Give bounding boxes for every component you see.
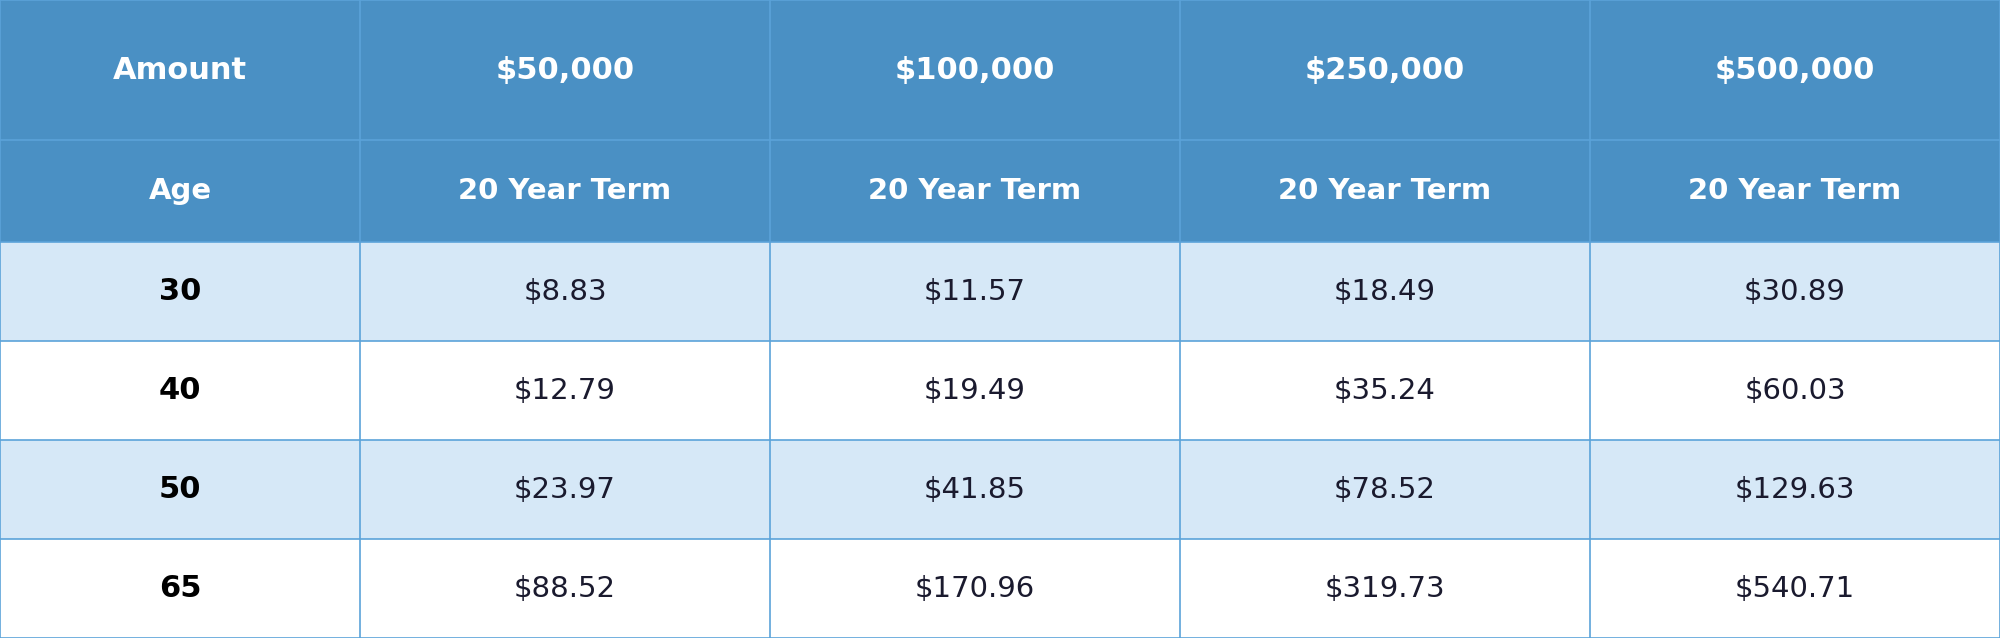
Bar	[1590, 440, 2000, 539]
Text: 30: 30	[158, 278, 202, 306]
Bar	[0, 341, 360, 440]
Bar	[0, 539, 360, 638]
Text: $50,000: $50,000	[496, 56, 634, 85]
Text: $60.03: $60.03	[1744, 377, 1846, 404]
Bar	[770, 440, 1180, 539]
Text: $41.85: $41.85	[924, 476, 1026, 503]
Text: $18.49: $18.49	[1334, 278, 1436, 306]
Bar	[770, 539, 1180, 638]
Text: 20 Year Term: 20 Year Term	[1278, 177, 1492, 205]
Bar	[360, 140, 770, 242]
Bar	[1180, 341, 1590, 440]
Bar	[360, 341, 770, 440]
Text: Amount: Amount	[112, 56, 248, 85]
Text: 20 Year Term: 20 Year Term	[868, 177, 1082, 205]
Bar	[770, 140, 1180, 242]
Bar	[1590, 242, 2000, 341]
Bar	[1590, 539, 2000, 638]
Bar	[1590, 140, 2000, 242]
Bar	[360, 242, 770, 341]
Text: $78.52: $78.52	[1334, 476, 1436, 503]
Bar	[1180, 140, 1590, 242]
Bar	[770, 0, 1180, 140]
Bar	[770, 341, 1180, 440]
Text: 20 Year Term: 20 Year Term	[1688, 177, 1902, 205]
Text: $170.96: $170.96	[914, 575, 1036, 602]
Bar	[0, 242, 360, 341]
Text: $12.79: $12.79	[514, 377, 616, 404]
Text: $250,000: $250,000	[1304, 56, 1466, 85]
Text: $500,000: $500,000	[1714, 56, 1876, 85]
Bar	[1590, 341, 2000, 440]
Text: $11.57: $11.57	[924, 278, 1026, 306]
Bar	[1180, 440, 1590, 539]
Text: $30.89: $30.89	[1744, 278, 1846, 306]
Text: 20 Year Term: 20 Year Term	[458, 177, 672, 205]
Text: $540.71: $540.71	[1734, 575, 1856, 602]
Text: 40: 40	[158, 376, 202, 405]
Text: $129.63: $129.63	[1734, 476, 1856, 503]
Text: $19.49: $19.49	[924, 377, 1026, 404]
Bar	[1180, 242, 1590, 341]
Text: $100,000: $100,000	[894, 56, 1056, 85]
Bar	[360, 440, 770, 539]
Text: 50: 50	[158, 475, 202, 504]
Text: $88.52: $88.52	[514, 575, 616, 602]
Bar	[0, 0, 360, 140]
Text: $35.24: $35.24	[1334, 377, 1436, 404]
Text: 65: 65	[158, 574, 202, 603]
Bar	[1180, 539, 1590, 638]
Text: $23.97: $23.97	[514, 476, 616, 503]
Bar	[0, 140, 360, 242]
Text: $8.83: $8.83	[524, 278, 606, 306]
Bar	[360, 0, 770, 140]
Text: $319.73: $319.73	[1324, 575, 1446, 602]
Text: Age: Age	[148, 177, 212, 205]
Bar	[0, 440, 360, 539]
Bar	[1590, 0, 2000, 140]
Bar	[1180, 0, 1590, 140]
Bar	[360, 539, 770, 638]
Bar	[770, 242, 1180, 341]
